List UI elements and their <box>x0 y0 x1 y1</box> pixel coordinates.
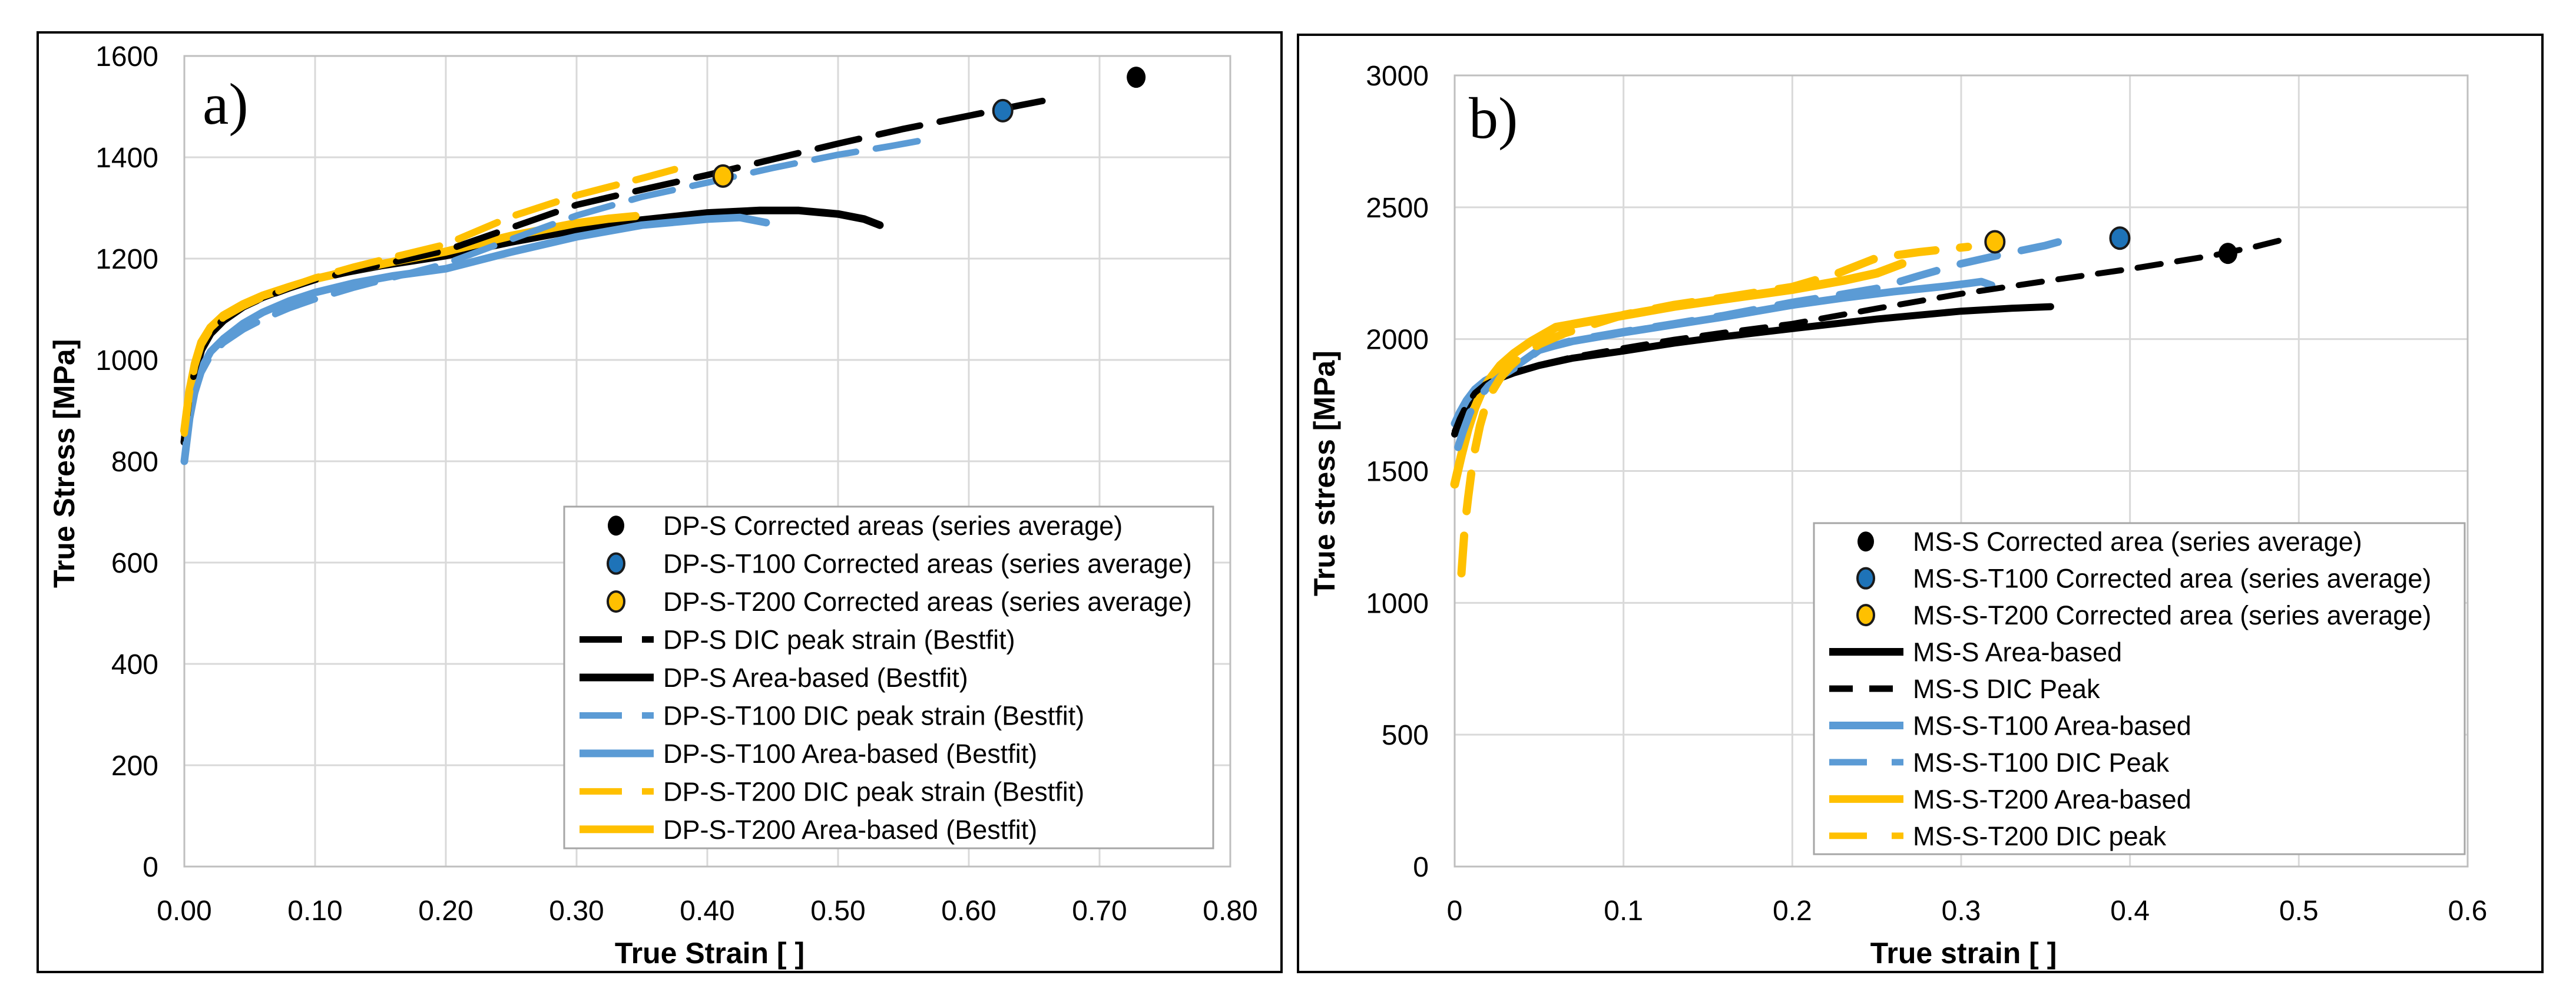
legend-label: MS-S Area-based <box>1913 637 2122 667</box>
panel-b: 0 0.1 0.2 0.3 0.4 0.5 0.6 0 500 1000 1500 2000 2500 3… <box>1297 34 2544 973</box>
y-tick-label: 1000 <box>95 345 158 376</box>
series-curve <box>181 166 678 437</box>
legend-box <box>563 505 1214 849</box>
legend-label: DP-S DIC peak strain (Bestfit) <box>663 625 1015 655</box>
legend-marker-swatch <box>607 590 625 613</box>
x-tick-label: 0.1 <box>1604 895 1643 927</box>
y-tick-label: 1600 <box>95 41 158 72</box>
x-tick-label: 0.10 <box>287 895 342 927</box>
x-tick-label: 0.20 <box>418 895 473 927</box>
panel-a-label: a) <box>203 71 249 137</box>
panel-a-y-axis-title: True Stress [MPa] <box>48 339 81 589</box>
x-tick-label: 0.80 <box>1203 895 1257 927</box>
legend-label: MS-S-T100 Area-based <box>1913 710 2191 740</box>
data-point-marker <box>712 164 734 188</box>
x-tick-label: 0.50 <box>810 895 865 927</box>
legend-marker-swatch <box>608 515 624 536</box>
y-tick-label: 600 <box>111 548 158 579</box>
y-tick-label: 1000 <box>1366 588 1429 619</box>
y-tick-label: 400 <box>111 649 158 680</box>
legend-label: DP-S-T200 Area-based (Bestfit) <box>663 815 1037 845</box>
legend-marker-swatch <box>1857 531 1874 552</box>
data-point-marker <box>2218 243 2237 265</box>
legend-label: DP-S Corrected areas (series average) <box>663 511 1123 541</box>
series-curve <box>181 135 933 465</box>
x-tick-label: 0 <box>1447 895 1463 927</box>
legend-marker-swatch <box>607 552 625 575</box>
data-point-marker <box>2109 226 2131 250</box>
series-curve <box>1457 243 1972 578</box>
x-tick-label: 0.5 <box>2279 895 2319 927</box>
x-tick-label: 0.4 <box>2110 895 2150 927</box>
legend-label: DP-S Area-based (Bestfit) <box>663 663 968 693</box>
y-tick-label: 2500 <box>1366 193 1429 224</box>
legend-label: MS-S-T200 DIC peak <box>1913 821 2167 851</box>
legend-label: MS-S DIC Peak <box>1913 674 2100 704</box>
x-tick-label: 0.3 <box>1942 895 1981 927</box>
x-tick-label: 0.40 <box>680 895 734 927</box>
y-tick-label: 1500 <box>1366 457 1429 488</box>
y-tick-label: 1200 <box>95 244 158 275</box>
x-tick-label: 0.00 <box>157 895 211 927</box>
legend-label: MS-S-T100 Corrected area (series average… <box>1913 564 2431 594</box>
legend-label: DP-S-T100 Area-based (Bestfit) <box>663 739 1037 769</box>
legend-label: DP-S-T200 Corrected areas (series averag… <box>663 587 1192 617</box>
series-curve <box>1452 237 2285 435</box>
legend-marker-swatch <box>1856 567 1875 590</box>
panel-a-x-axis-title: True Strain [ ] <box>614 937 805 970</box>
data-point-marker <box>1127 67 1146 88</box>
panel-b-label: b) <box>1469 85 1518 151</box>
y-tick-label: 0 <box>1413 852 1429 883</box>
legend-label: MS-S-T200 Corrected area (series average… <box>1913 600 2431 630</box>
data-point-marker <box>992 98 1014 123</box>
y-tick-label: 0 <box>143 852 158 883</box>
legend-box <box>1813 522 2466 855</box>
y-tick-label: 200 <box>111 751 158 782</box>
legend-label: DP-S-T200 DIC peak strain (Bestfit) <box>663 776 1084 806</box>
data-point-marker <box>1984 230 2006 254</box>
legend-label: MS-S-T100 DIC Peak <box>1913 748 2170 778</box>
x-tick-label: 0.70 <box>1072 895 1127 927</box>
legend-label: DP-S-T100 Corrected areas (series averag… <box>663 549 1192 579</box>
x-tick-label: 0.2 <box>1773 895 1812 927</box>
legend-marker-swatch <box>1856 604 1875 627</box>
y-tick-label: 2000 <box>1366 325 1429 356</box>
legend-label: MS-S-T200 Area-based <box>1913 784 2191 814</box>
y-tick-label: 1400 <box>95 143 158 174</box>
x-tick-label: 0.30 <box>549 895 604 927</box>
panel-a: 0.00 0.10 0.20 0.30 0.40 0.50 0.60 0.70 0.80 0 200… <box>37 31 1283 973</box>
x-tick-label: 0.60 <box>941 895 996 927</box>
panel-b-y-axis-title: True stress [MPa] <box>1308 351 1341 596</box>
y-tick-label: 500 <box>1382 720 1429 751</box>
panel-b-x-axis-title: True strain [ ] <box>1870 937 2057 970</box>
chart-a-canvas: 0.00 0.10 0.20 0.30 0.40 0.50 0.60 0.70 0.80 0 200… <box>95 41 1257 927</box>
legend-label: DP-S-T100 DIC peak strain (Bestfit) <box>663 700 1084 730</box>
chart-b-canvas: 0 0.1 0.2 0.3 0.4 0.5 0.6 0 500 1000 1500 2000 2500 3… <box>1366 61 2488 927</box>
legend-label: MS-S Corrected area (series average) <box>1913 527 2362 557</box>
y-tick-label: 800 <box>111 447 158 478</box>
y-tick-label: 3000 <box>1366 61 1429 92</box>
x-tick-label: 0.6 <box>2448 895 2488 927</box>
